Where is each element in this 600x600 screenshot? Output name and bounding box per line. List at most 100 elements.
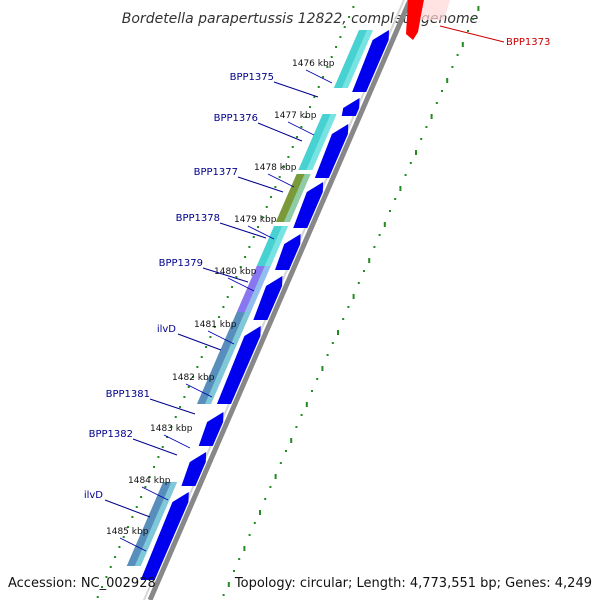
kbp-tick-leader xyxy=(227,277,255,292)
kbp-tick-labels: 1476 kbp 1477 kbp 1478 kbp 1479 kbp 1480 kbp… xyxy=(106,59,335,552)
tick-dot xyxy=(213,326,216,328)
forward-gene-arrow xyxy=(140,492,189,580)
kbp-tick-leader xyxy=(267,173,295,188)
tick-dot xyxy=(305,402,308,407)
tick-dot xyxy=(140,496,143,498)
tick-dot xyxy=(291,146,294,148)
tick-dot xyxy=(253,522,256,524)
tick-dot xyxy=(300,414,303,416)
tick-dot xyxy=(287,156,290,158)
tick-dot xyxy=(279,462,282,464)
tick-dot xyxy=(331,342,334,344)
tick-dot xyxy=(368,258,371,263)
tick-dot xyxy=(343,26,346,28)
tick-dot xyxy=(337,330,339,335)
tick-dot xyxy=(257,226,260,228)
tick-dot xyxy=(239,266,242,268)
tick-dot xyxy=(222,594,225,596)
tick-dot xyxy=(235,276,238,278)
kbp-tick-leader xyxy=(287,121,315,136)
tick-dot xyxy=(285,450,287,452)
kbp-tick-leader xyxy=(141,486,169,501)
cds-highlight xyxy=(283,174,311,222)
kbp-tick-label: 1482 kbp xyxy=(172,373,215,383)
gene-label-leader xyxy=(132,438,178,456)
tick-dot xyxy=(196,366,199,368)
tick-dot xyxy=(114,556,117,558)
tick-dot xyxy=(317,86,320,88)
tick-dot xyxy=(170,426,173,428)
reverse-gene-arrow xyxy=(406,0,424,40)
tick-dot xyxy=(290,438,293,443)
tick-dot xyxy=(378,234,381,236)
cds-highlight xyxy=(244,266,271,312)
tick-dot xyxy=(192,376,195,378)
tick-dot xyxy=(335,46,338,48)
tick-dot xyxy=(420,138,423,140)
tick-dot xyxy=(425,126,428,128)
gene-label: BPP1377 xyxy=(194,167,238,178)
tick-dot xyxy=(183,396,186,398)
tick-dot xyxy=(205,346,208,348)
tick-dot xyxy=(435,102,438,104)
forward-gene-arrow xyxy=(293,182,324,228)
tick-dot xyxy=(283,166,286,168)
tick-dot xyxy=(274,186,277,188)
tick-dot xyxy=(264,498,267,500)
tick-dot xyxy=(259,510,261,515)
genome-summary-label: Topology: circular; Length: 4,773,551 bp… xyxy=(234,576,592,591)
kbp-tick-label: 1485 kbp xyxy=(106,527,149,537)
forward-gene-arrow xyxy=(253,276,283,320)
kbp-tick-leader xyxy=(185,383,213,398)
forward-gene-arrow xyxy=(314,124,349,178)
tick-dot xyxy=(222,306,225,308)
tick-dot xyxy=(274,474,277,479)
tick-dot xyxy=(243,546,246,551)
tick-dot xyxy=(409,162,412,164)
tick-dot xyxy=(322,76,325,78)
tick-dot xyxy=(467,30,469,32)
tick-dot xyxy=(248,246,251,248)
forward-gene-arrow xyxy=(216,326,261,404)
cds-highlight xyxy=(134,482,178,566)
forward-gene-arrow xyxy=(341,98,360,116)
cds-highlight xyxy=(204,312,251,404)
gene-label: BPP1373 xyxy=(506,37,550,48)
gene-label-leader xyxy=(273,81,319,98)
gene-label-leader xyxy=(202,267,249,283)
tick-dot xyxy=(477,6,480,11)
tick-dot xyxy=(446,78,449,83)
tick-dot xyxy=(295,426,298,428)
tick-dot xyxy=(348,16,351,18)
kbp-tick-label: 1483 kbp xyxy=(150,424,193,434)
tick-dot xyxy=(227,582,230,587)
gene-label: ilvD xyxy=(84,490,103,501)
tick-dot xyxy=(238,558,241,560)
inner-tick-dots xyxy=(96,6,355,598)
tick-dot xyxy=(174,416,177,418)
cds-highlight xyxy=(341,30,373,88)
tick-dot xyxy=(209,336,212,338)
gene-label-leader xyxy=(257,122,303,142)
tick-dot xyxy=(157,456,160,458)
tick-dot xyxy=(269,486,272,488)
tick-dot xyxy=(127,526,130,528)
tick-dot xyxy=(144,486,147,488)
tick-dot xyxy=(373,246,376,248)
gene-label-leader xyxy=(104,499,151,518)
kbp-tick-label: 1480 kbp xyxy=(214,267,257,277)
tick-dot xyxy=(148,476,151,478)
tick-dot xyxy=(218,316,221,318)
tick-dot xyxy=(330,56,333,58)
tick-dot xyxy=(339,36,342,38)
forward-gene-arrow xyxy=(352,30,389,92)
tick-dot xyxy=(200,356,203,358)
gene-labels: BPP1373 BPP1375 BPP1376 BPP1377 BPP1378 BPP13… xyxy=(84,25,550,518)
cds-highlight xyxy=(264,226,289,266)
kbp-tick-label: 1481 kbp xyxy=(194,320,237,330)
tick-dot xyxy=(311,390,313,392)
kbp-tick-label: 1484 kbp xyxy=(128,476,171,486)
genome-backbone xyxy=(147,0,413,600)
tick-dot xyxy=(472,18,475,20)
accession-label: Accession: NC_002928 xyxy=(8,576,156,591)
